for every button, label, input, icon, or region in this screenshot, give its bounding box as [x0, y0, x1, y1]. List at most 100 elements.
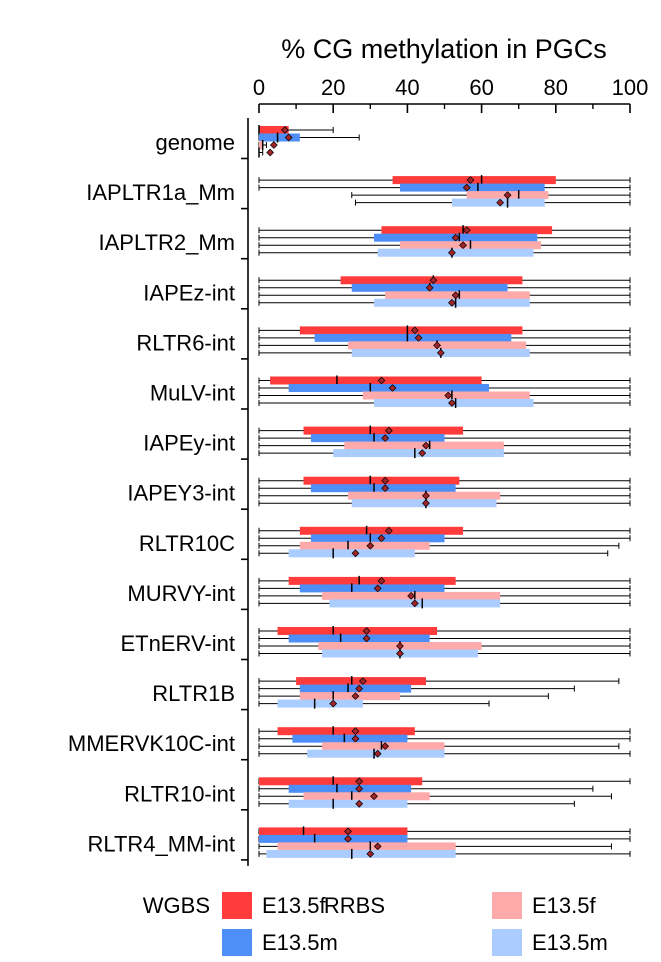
legend-entry-label: E13.5m: [532, 930, 608, 955]
category-label: IAPEy-int: [143, 431, 235, 456]
mean-marker: [281, 126, 289, 134]
mean-marker: [466, 176, 475, 184]
mean-marker: [422, 441, 430, 450]
category-label: ETnERV-int: [120, 631, 235, 656]
mean-marker: [384, 426, 393, 435]
legend-entry-label: E13.5f: [532, 893, 596, 918]
mean-marker: [381, 434, 390, 442]
x-tick-label: 0: [253, 75, 265, 100]
mean-marker: [366, 541, 375, 550]
iqr-box: [303, 426, 464, 435]
mean-marker: [425, 283, 434, 292]
mean-marker: [377, 376, 386, 385]
mean-marker: [269, 141, 278, 149]
iqr-box: [277, 727, 415, 736]
x-tick-label: 60: [469, 75, 493, 100]
mean-marker: [362, 627, 371, 635]
iqr-box: [299, 541, 430, 550]
category-label: MuLV-int: [150, 381, 235, 406]
iqr-box: [288, 576, 456, 585]
category-label: RLTR1B: [152, 681, 235, 706]
iqr-box: [277, 627, 438, 635]
mean-marker: [377, 534, 386, 543]
iqr-box: [288, 634, 430, 643]
mean-marker: [355, 784, 364, 793]
mean-marker: [373, 842, 382, 851]
mean-marker: [351, 692, 360, 700]
mean-marker: [422, 499, 430, 508]
mean-marker: [433, 341, 441, 350]
category-group: MMERVK10C-int: [68, 726, 631, 761]
category-label: RLTR10-int: [124, 781, 235, 806]
chart-title: % CG methylation in PGCs: [281, 34, 607, 64]
mean-marker: [370, 792, 378, 801]
category-label: RLTR4_MM-int: [87, 831, 235, 856]
mean-marker: [444, 391, 453, 400]
iqr-box: [259, 133, 300, 142]
legend-entry-label: E13.5f: [262, 893, 326, 918]
mean-marker: [381, 484, 390, 493]
mean-marker: [459, 241, 467, 250]
mean-marker: [373, 749, 382, 758]
mean-marker: [496, 198, 505, 207]
category-group: RLTR1B: [152, 676, 620, 711]
category-label: IAPEY3-int: [127, 481, 235, 506]
category-group: RLTR4_MM-int: [87, 826, 631, 861]
legend-group-label: RRBS: [324, 893, 385, 918]
iqr-box: [266, 849, 456, 858]
mean-marker: [407, 592, 416, 600]
category-label: RLTR6-int: [136, 330, 235, 355]
mean-marker: [396, 649, 404, 658]
mean-marker: [448, 248, 456, 257]
legend-group-label: WGBS: [143, 893, 210, 918]
mean-marker: [418, 449, 427, 457]
x-tick-label: 100: [612, 75, 649, 100]
mean-marker: [373, 584, 382, 593]
mean-marker: [355, 777, 364, 786]
mean-marker: [451, 233, 460, 242]
iqr-box: [303, 792, 430, 801]
iqr-box: [259, 141, 263, 149]
mean-marker: [351, 734, 360, 743]
category-group: genome: [155, 125, 360, 160]
category-group: RLTR10-int: [124, 776, 631, 811]
plot-area: genome IAPLTR1a_Mm IAPLTR2_Mm IAPEz-int RLTR…: [68, 118, 631, 866]
iqr-box: [270, 376, 482, 385]
mean-marker: [344, 827, 352, 836]
iqr-box: [259, 126, 289, 134]
iqr-box: [292, 734, 408, 743]
category-group: MURVY-int: [127, 575, 631, 611]
mean-marker: [381, 476, 390, 485]
category-label: genome: [155, 130, 235, 155]
iqr-box: [299, 526, 464, 535]
category-group: IAPEy-int: [143, 425, 631, 460]
iqr-box: [259, 777, 423, 786]
mean-marker: [362, 634, 371, 643]
iqr-box: [277, 842, 456, 851]
x-tick-label: 40: [395, 75, 419, 100]
mean-marker: [384, 526, 393, 535]
mean-marker: [462, 226, 471, 235]
iqr-box: [314, 333, 512, 342]
mean-marker: [377, 577, 386, 585]
category-label: IAPEz-int: [143, 280, 235, 305]
iqr-box: [259, 834, 408, 843]
category-group: IAPLTR2_Mm: [98, 225, 631, 260]
mean-marker: [351, 727, 360, 736]
category-group: RLTR10C: [139, 525, 631, 561]
category-group: RLTR6-int: [136, 325, 631, 360]
mean-marker: [429, 276, 438, 285]
category-label: MURVY-int: [127, 581, 235, 606]
category-group: IAPEz-int: [143, 275, 631, 310]
mean-marker: [355, 684, 364, 693]
mean-marker: [381, 742, 390, 751]
legend-swatch: [222, 929, 252, 956]
iqr-box: [288, 799, 408, 808]
mean-marker: [462, 183, 471, 192]
category-label: IAPLTR2_Mm: [98, 230, 235, 255]
legend-swatch: [492, 892, 522, 919]
iqr-box: [259, 827, 408, 836]
category-label: IAPLTR1a_Mm: [86, 180, 235, 205]
